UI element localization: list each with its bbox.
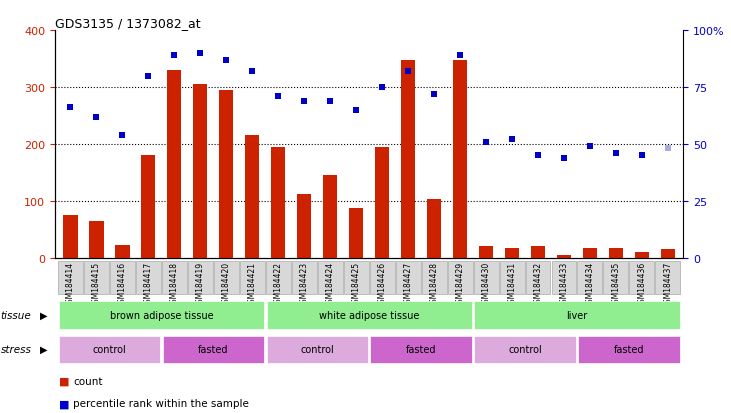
FancyBboxPatch shape (474, 261, 499, 294)
Text: GSM184418: GSM184418 (170, 261, 179, 307)
Bar (635, 252, 649, 258)
FancyBboxPatch shape (551, 261, 577, 294)
Text: stress: stress (1, 344, 31, 354)
FancyBboxPatch shape (395, 261, 420, 294)
FancyBboxPatch shape (58, 301, 264, 329)
Bar (583, 248, 597, 258)
Text: GSM184421: GSM184421 (248, 261, 257, 307)
Bar (271, 147, 285, 258)
Text: control: control (93, 344, 126, 354)
Text: GSM184424: GSM184424 (326, 261, 335, 307)
Text: GSM184422: GSM184422 (273, 261, 283, 307)
Bar (401, 60, 415, 258)
Bar (453, 60, 467, 258)
Text: brown adipose tissue: brown adipose tissue (110, 310, 213, 320)
Bar (661, 249, 675, 258)
FancyBboxPatch shape (474, 336, 576, 363)
Text: GSM184416: GSM184416 (118, 261, 127, 307)
FancyBboxPatch shape (240, 261, 265, 294)
Text: GSM184426: GSM184426 (378, 261, 387, 307)
FancyBboxPatch shape (162, 261, 187, 294)
Text: GDS3135 / 1373082_at: GDS3135 / 1373082_at (55, 17, 200, 29)
Text: GSM184430: GSM184430 (482, 261, 491, 307)
FancyBboxPatch shape (318, 261, 343, 294)
Bar (531, 247, 545, 258)
FancyBboxPatch shape (656, 261, 681, 294)
FancyBboxPatch shape (499, 261, 525, 294)
FancyBboxPatch shape (371, 336, 471, 363)
FancyBboxPatch shape (422, 261, 447, 294)
Text: liver: liver (567, 310, 588, 320)
Text: GSM184427: GSM184427 (404, 261, 412, 307)
Bar (323, 176, 337, 258)
Bar (89, 221, 104, 258)
Text: fasted: fasted (406, 344, 436, 354)
Text: GSM184414: GSM184414 (66, 261, 75, 307)
Text: GSM184431: GSM184431 (507, 261, 517, 307)
Text: fasted: fasted (614, 344, 644, 354)
Text: ▶: ▶ (40, 310, 48, 320)
Bar (375, 147, 390, 258)
Bar (427, 199, 442, 258)
Text: white adipose tissue: white adipose tissue (319, 310, 420, 320)
FancyBboxPatch shape (526, 261, 550, 294)
FancyBboxPatch shape (267, 336, 368, 363)
FancyBboxPatch shape (474, 301, 680, 329)
FancyBboxPatch shape (577, 261, 602, 294)
Text: GSM184436: GSM184436 (637, 261, 646, 307)
Bar (167, 71, 181, 258)
Text: GSM184417: GSM184417 (144, 261, 153, 307)
FancyBboxPatch shape (292, 261, 317, 294)
Text: percentile rank within the sample: percentile rank within the sample (73, 399, 249, 408)
FancyBboxPatch shape (370, 261, 395, 294)
FancyBboxPatch shape (58, 336, 160, 363)
Bar (219, 90, 233, 258)
Bar (505, 248, 519, 258)
Text: GSM184429: GSM184429 (455, 261, 465, 307)
FancyBboxPatch shape (267, 301, 471, 329)
Text: GSM184420: GSM184420 (221, 261, 231, 307)
FancyBboxPatch shape (188, 261, 213, 294)
Bar (64, 216, 77, 258)
Text: GSM184432: GSM184432 (534, 261, 542, 307)
FancyBboxPatch shape (629, 261, 654, 294)
Text: ■: ■ (59, 376, 69, 386)
Bar (609, 248, 623, 258)
Text: GSM184437: GSM184437 (664, 261, 673, 307)
Text: count: count (73, 376, 102, 386)
Text: GSM184415: GSM184415 (92, 261, 101, 307)
Text: GSM184434: GSM184434 (586, 261, 594, 307)
Text: GSM184423: GSM184423 (300, 261, 308, 307)
FancyBboxPatch shape (110, 261, 135, 294)
FancyBboxPatch shape (213, 261, 239, 294)
Text: control: control (508, 344, 542, 354)
FancyBboxPatch shape (604, 261, 629, 294)
Bar (557, 255, 571, 258)
Text: ■: ■ (59, 399, 69, 408)
Bar (193, 85, 208, 258)
FancyBboxPatch shape (58, 261, 83, 294)
FancyBboxPatch shape (136, 261, 161, 294)
Text: GSM184433: GSM184433 (559, 261, 569, 307)
Bar (479, 247, 493, 258)
Text: GSM184428: GSM184428 (430, 261, 439, 307)
FancyBboxPatch shape (447, 261, 472, 294)
Bar (245, 136, 260, 258)
Text: control: control (300, 344, 334, 354)
FancyBboxPatch shape (266, 261, 291, 294)
FancyBboxPatch shape (162, 336, 264, 363)
FancyBboxPatch shape (344, 261, 368, 294)
Text: tissue: tissue (1, 310, 31, 320)
FancyBboxPatch shape (578, 336, 680, 363)
Bar (297, 195, 311, 258)
Bar (115, 246, 129, 258)
Text: ▶: ▶ (40, 344, 48, 354)
Text: GSM184425: GSM184425 (352, 261, 360, 307)
Bar (141, 156, 156, 258)
Text: fasted: fasted (198, 344, 229, 354)
FancyBboxPatch shape (84, 261, 109, 294)
Text: GSM184435: GSM184435 (611, 261, 621, 307)
Bar (349, 208, 363, 258)
Text: GSM184419: GSM184419 (196, 261, 205, 307)
